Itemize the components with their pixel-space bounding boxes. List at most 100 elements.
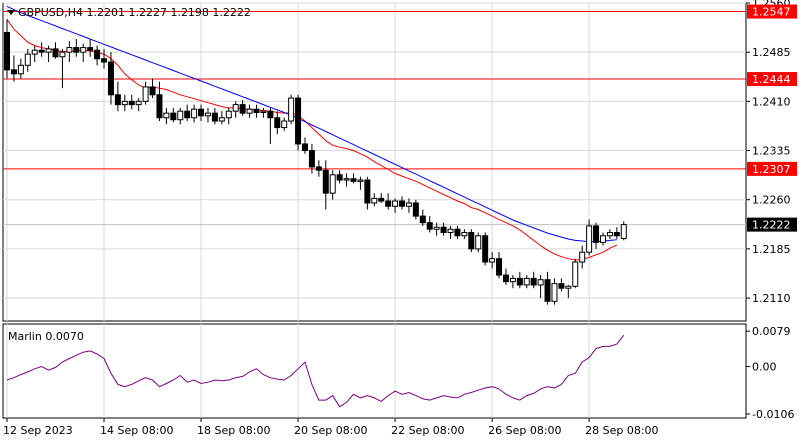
candle (461, 229, 468, 240)
candle-body-bull (218, 117, 225, 122)
candle-body-bull (225, 110, 232, 119)
candle-body-bull (461, 231, 468, 237)
candle (357, 176, 364, 190)
candle-body-bull (45, 48, 52, 53)
candle-body-bull (620, 224, 627, 239)
indicator-plot-area (2, 323, 747, 419)
level-price-label: 1.2307 (752, 163, 791, 176)
candle (107, 52, 114, 105)
candle (412, 199, 419, 220)
candle (45, 45, 52, 63)
candle-body-bear (468, 231, 475, 250)
candle-body-bull (24, 53, 31, 66)
candle (371, 193, 378, 207)
candle-body-bull (606, 231, 613, 237)
candle (211, 107, 218, 125)
candle-body-bull (371, 197, 378, 204)
candle (225, 107, 232, 125)
candle (433, 222, 440, 236)
candle (163, 107, 170, 125)
candle-body-bear (184, 110, 191, 119)
candle (239, 100, 246, 116)
candle (516, 271, 523, 289)
candle (204, 107, 211, 123)
candle (253, 104, 260, 118)
candle-body-bear (253, 108, 260, 113)
candle (475, 232, 482, 253)
indicator-tick-label: 0.0079 (752, 325, 791, 338)
candle-body-bear (544, 279, 551, 302)
candle (496, 252, 503, 279)
price-axis: 1.25601.24851.24101.23351.22601.21851.21… (746, 0, 791, 305)
horizontal-levels (3, 11, 746, 226)
candle (87, 39, 94, 57)
candle (4, 19, 10, 79)
candle-body-bull (537, 279, 544, 286)
candle-body-bear (454, 228, 461, 237)
candle-body-bull (142, 86, 149, 102)
candle-body-bear (530, 277, 537, 286)
time-tick-label: 14 Sep 08:00 (100, 424, 173, 437)
candle (440, 222, 447, 236)
price-tick-label: 1.2185 (752, 243, 791, 256)
candle-body-bull (135, 100, 142, 106)
candle-body-bull (523, 277, 530, 286)
candle (59, 48, 66, 89)
candle (52, 42, 59, 59)
current-price-box (747, 217, 797, 232)
candle-body-bear (101, 58, 108, 63)
candle-body-bull (509, 277, 516, 283)
candle (565, 284, 572, 299)
symbol-info-label: GBPUSD,H4 1.2201 1.2227 1.2198 1.2222 (18, 6, 251, 19)
level-price-box (747, 161, 797, 176)
candle (593, 222, 600, 249)
candle-body-bull (80, 47, 87, 53)
candle-body-bear (308, 150, 315, 168)
candle-body-bear (198, 108, 205, 117)
time-tick-label: 12 Sep 2023 (3, 424, 73, 437)
candle-body-bear (419, 215, 426, 224)
candle-body-bull (392, 200, 399, 207)
candle-body-bull (357, 179, 364, 182)
indicator-tick-label: 0.00 (752, 361, 777, 374)
candle (315, 160, 322, 177)
candle (620, 221, 627, 241)
candle (551, 278, 558, 305)
candle (523, 275, 530, 289)
time-tick-label: 28 Sep 08:00 (585, 424, 658, 437)
candle-body-bear (378, 197, 385, 202)
candle-body-bear (128, 100, 135, 106)
candle-body-bull (586, 225, 593, 253)
time-axis: 12 Sep 2023 14 Sep 08:00 18 Sep 08:00 20 Se… (3, 418, 659, 437)
candle-body-bear (295, 97, 302, 145)
candle-body-bear (107, 61, 114, 96)
moving-average-line (6, 19, 618, 261)
indicator-title: Marlin 0.0070 (8, 330, 84, 343)
candle (101, 48, 108, 69)
candle (343, 173, 350, 187)
candle (509, 275, 516, 289)
candle-body-bear (267, 110, 274, 119)
candle (281, 117, 288, 131)
price-tick-label: 1.2110 (752, 292, 791, 305)
candle (128, 94, 135, 110)
candle-body-bear (149, 86, 156, 96)
candle-body-bear (211, 112, 218, 122)
candle (288, 94, 295, 125)
candle (544, 271, 551, 305)
candle-body-bear (301, 143, 308, 152)
candle-body-bear (73, 47, 80, 53)
candle-body-bear (52, 48, 59, 58)
price-tick-label: 1.2410 (752, 95, 791, 108)
candle-body-bull (59, 51, 66, 58)
symbol-dropdown-icon[interactable] (7, 10, 15, 15)
candle (274, 111, 281, 135)
candle-body-bear (87, 47, 94, 51)
candle-body-bear (613, 231, 620, 237)
candle-body-bear (440, 226, 447, 233)
candle (426, 216, 433, 233)
candle-body-bear (94, 49, 101, 60)
candle (121, 94, 128, 112)
candle-body-bull (433, 226, 440, 230)
candle-body-bull (31, 49, 38, 55)
